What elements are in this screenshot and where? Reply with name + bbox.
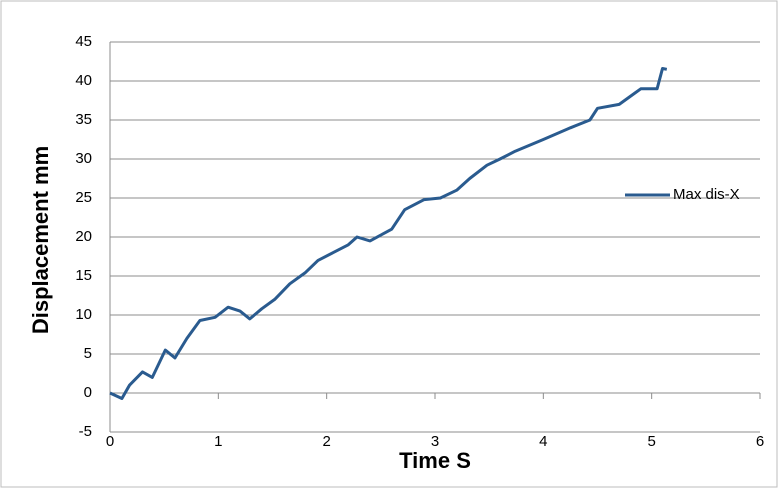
x-tick-label: 1: [214, 433, 222, 450]
y-tick-label: 0: [84, 384, 92, 401]
x-tick-label: 5: [647, 433, 655, 450]
x-tick-label: 0: [106, 433, 114, 450]
y-tick-label: 15: [75, 267, 92, 284]
y-tick-label: 10: [75, 306, 92, 323]
y-tick-label: 25: [75, 189, 92, 206]
y-tick-label: 35: [75, 111, 92, 128]
x-tick-label: 6: [756, 433, 764, 450]
y-tick-label: 5: [84, 345, 92, 362]
y-tick-label: 45: [75, 33, 92, 50]
y-tick-label: 40: [75, 72, 92, 89]
x-tick-label: 2: [322, 433, 330, 450]
x-tick-label: 4: [539, 433, 547, 450]
y-tick-label: -5: [79, 423, 92, 440]
legend-label: Max dis-X: [673, 186, 740, 203]
x-tick-label: 3: [431, 433, 439, 450]
y-axis-label: Displacement mm: [28, 146, 53, 334]
y-tick-label: 30: [75, 150, 92, 167]
y-tick-label: 20: [75, 228, 92, 245]
data-line: [109, 67, 668, 400]
x-axis-label: Time S: [399, 448, 471, 473]
